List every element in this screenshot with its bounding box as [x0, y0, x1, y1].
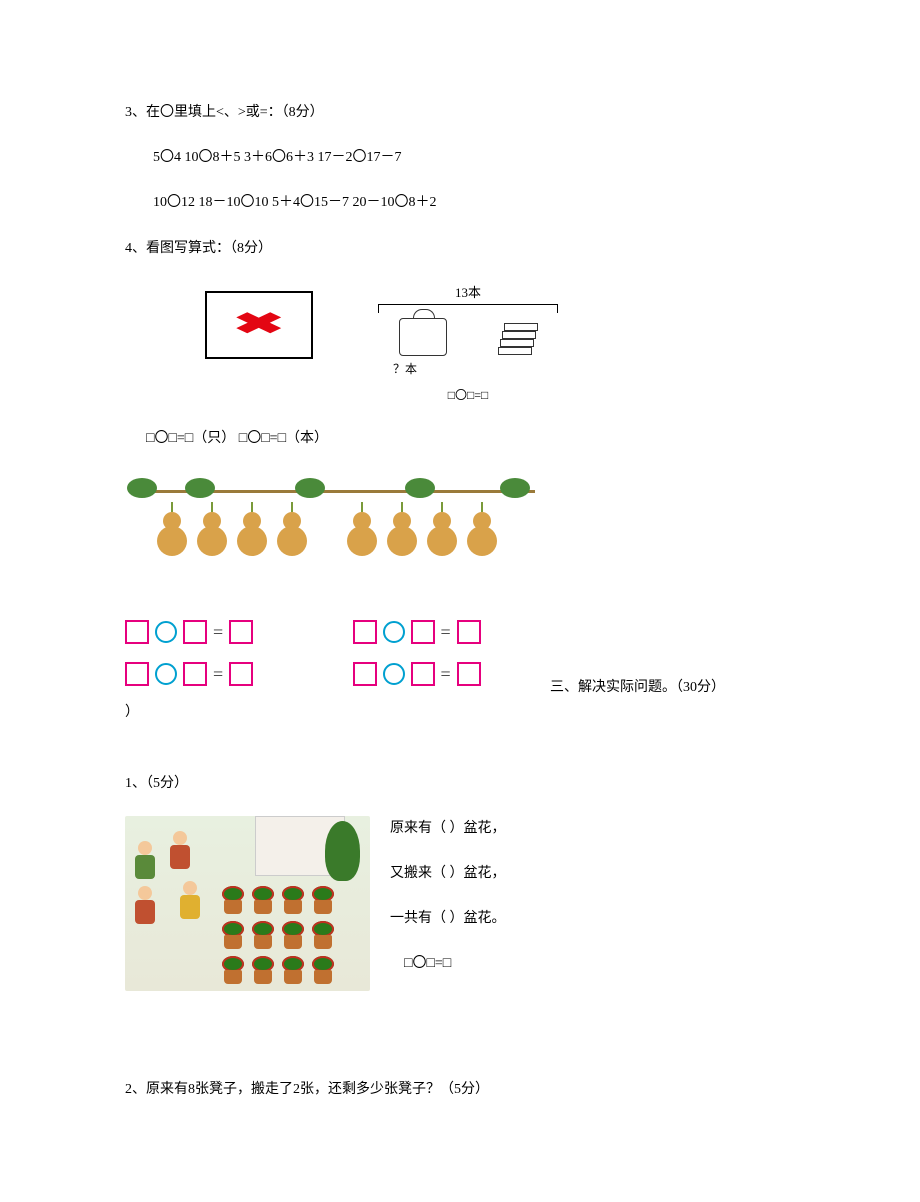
flower-pot-icon [280, 886, 306, 916]
gourd-image [125, 472, 540, 612]
flower-text-block: 原来有（ ）盆花， 又搬来（ ）盆花， 一共有（ ）盆花。 □〇□=□ [390, 816, 506, 997]
square-box [457, 620, 481, 644]
gourd-icon [155, 502, 189, 556]
equation-row: = [353, 658, 541, 690]
gourd-icon [385, 502, 419, 556]
bag-icon [399, 318, 447, 356]
q3-title: 3、在〇里填上<、>或=：（8分） [125, 100, 795, 125]
square-box [125, 620, 149, 644]
bracket-icon [378, 304, 558, 314]
butterfly-image: ✖ [205, 291, 313, 359]
gourd-icon [275, 502, 309, 556]
s3-p2-title: 2、原来有8张凳子，搬走了2张，还剩多少张凳子？（5分） [125, 1077, 795, 1102]
flower-pot-icon [310, 956, 336, 986]
circle-box [383, 663, 405, 685]
gourd-icon [235, 502, 269, 556]
flower-pot-icon [310, 886, 336, 916]
square-box [411, 662, 435, 686]
book-total-label: 13本 [373, 281, 563, 304]
butterfly-icon: ✖ [233, 298, 286, 351]
s3-p1-formula: □〇□=□ [390, 951, 506, 976]
s3-p1-title: 1、（5分） [125, 771, 795, 796]
q3-line2: 10〇12 18－10〇10 5＋4〇15－7 20－10〇8＋2 [125, 190, 795, 215]
section3-title: 三、解决实际问题。（30分） [550, 680, 725, 695]
square-box [457, 662, 481, 686]
q4-images: ✖ 13本 ？本 □〇□=□ [125, 281, 795, 407]
equation-row: = [125, 616, 313, 648]
square-box [229, 662, 253, 686]
flower-pot-icon [220, 956, 246, 986]
question-label: ？本 [373, 359, 563, 381]
equals-sign: = [213, 658, 223, 690]
square-box [353, 662, 377, 686]
s3-p1-l2: 又搬来（ ）盆花， [390, 861, 506, 886]
child-icon [130, 841, 160, 881]
s3-p1-l3: 一共有（ ）盆花。 [390, 906, 506, 931]
flower-pot-icon [280, 921, 306, 951]
flower-pot-image [125, 816, 370, 991]
circle-box [155, 663, 177, 685]
child-icon [175, 881, 205, 921]
books-icon [498, 319, 538, 355]
equation-row: = [353, 616, 541, 648]
flower-pot-icon [220, 886, 246, 916]
circle-box [155, 621, 177, 643]
equation-grid: = = = = [125, 616, 540, 691]
child-icon [130, 886, 160, 926]
square-box [229, 620, 253, 644]
square-box [353, 620, 377, 644]
flower-pot-icon [250, 921, 276, 951]
book-diagram: 13本 ？本 □〇□=□ [373, 281, 563, 407]
equals-sign: = [441, 658, 451, 690]
q3-line1: 5〇4 10〇8＋5 3＋6〇6＋3 17－2〇17－7 [125, 145, 795, 170]
flower-pot-icon [250, 886, 276, 916]
gourd-icon [465, 502, 499, 556]
s3-p1-l1: 原来有（ ）盆花， [390, 816, 506, 841]
gourd-icon [345, 502, 379, 556]
circle-box [383, 621, 405, 643]
square-box [125, 662, 149, 686]
equals-sign: = [213, 616, 223, 648]
square-box [183, 662, 207, 686]
flower-pot-icon [220, 921, 246, 951]
gourd-icon [425, 502, 459, 556]
gourd-icon [195, 502, 229, 556]
q4-title: 4、看图写算式：（8分） [125, 236, 795, 261]
equation-row: = [125, 658, 313, 690]
q4-formula-line: □〇□=□（只） □〇□=□（本） [125, 426, 795, 451]
flower-pot-icon [250, 956, 276, 986]
flower-pot-icon [310, 921, 336, 951]
formula-small: □〇□=□ [373, 381, 563, 407]
section3-closing-paren: ） [125, 700, 795, 725]
equals-sign: = [441, 616, 451, 648]
square-box [183, 620, 207, 644]
flower-pot-icon [280, 956, 306, 986]
square-box [411, 620, 435, 644]
child-icon [165, 831, 195, 871]
